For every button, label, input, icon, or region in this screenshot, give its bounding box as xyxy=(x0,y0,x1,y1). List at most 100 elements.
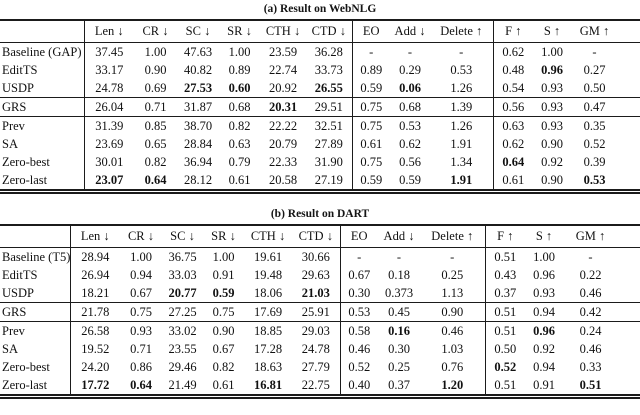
value-cell: 0.51 xyxy=(484,321,525,340)
value-cell: 0.96 xyxy=(533,324,555,338)
value-cell: 0.64 xyxy=(492,153,533,171)
row-label: Zero-last xyxy=(2,173,48,187)
value-cell: 0.64 xyxy=(144,173,167,187)
header-cell: S ↑ xyxy=(543,24,561,38)
value-cell: 29.51 xyxy=(314,100,343,114)
value-cell: 29.63 xyxy=(301,268,330,282)
header-cell: SR ↓ xyxy=(227,24,252,38)
value-cell: 0.59 xyxy=(351,171,390,192)
value-cell: - xyxy=(592,45,597,59)
header-cell: CR ↓ xyxy=(127,229,155,243)
header-cell: GM ↑ xyxy=(575,229,606,243)
value-cell: 0.68 xyxy=(228,100,251,114)
value-cell: 1.20 xyxy=(441,378,464,392)
value-cell: 0.69 xyxy=(144,81,167,95)
header-row: Len ↓ CR ↓ SC ↓ SR ↓ CTH ↓ CTD ↓ EO Add ↓ Delete… xyxy=(0,225,640,248)
value-cell: 26.04 xyxy=(83,97,134,117)
value-cell: 30.66 xyxy=(301,250,330,264)
header-cell: F ↑ xyxy=(484,225,525,248)
value-cell: 0.46 xyxy=(579,286,602,300)
row-label: GRS xyxy=(2,100,27,114)
value-cell: 0.67 xyxy=(130,286,152,300)
header-cell-label xyxy=(0,20,84,43)
header-cell: Delete ↑ xyxy=(431,229,474,243)
table-row: Zero-best 24.20 0.86 29.46 0.82 18.63 27.79 0.5… xyxy=(0,358,640,376)
value-cell: 19.52 xyxy=(69,340,120,358)
table-a-caption: (a) Result on WebNLG xyxy=(263,3,377,15)
value-cell: 0.71 xyxy=(130,342,152,356)
value-cell: 0.61 xyxy=(351,135,390,153)
value-cell: 0.48 xyxy=(492,61,533,79)
value-cell: 0.40 xyxy=(339,376,378,397)
value-cell: 22.75 xyxy=(301,378,330,392)
value-cell: 22.33 xyxy=(268,155,298,169)
value-cell: 19.48 xyxy=(253,268,283,282)
row-label: USDP xyxy=(2,286,34,300)
row-label: Prev xyxy=(2,324,25,338)
value-cell: 18.85 xyxy=(253,324,283,338)
value-cell: 0.92 xyxy=(541,155,563,169)
value-cell: - xyxy=(351,42,390,61)
value-cell: 1.39 xyxy=(450,100,473,114)
value-cell: 33.03 xyxy=(168,268,197,282)
value-cell: 0.50 xyxy=(484,340,525,358)
row-group: Prev 26.58 0.93 33.02 0.90 18.85 29.03 0.58 0.16… xyxy=(0,321,640,397)
value-cell: 25.91 xyxy=(301,305,330,319)
value-cell: 0.51 xyxy=(484,302,525,322)
value-cell: 0.60 xyxy=(228,81,251,95)
value-cell: 0.25 xyxy=(388,360,410,374)
header-row: Len ↓ CR ↓ SC ↓ SR ↓ CTH ↓ CTD ↓ EO Add ↓ Delete… xyxy=(0,20,640,43)
value-cell: 0.54 xyxy=(492,79,533,98)
header-cell: CTD ↓ xyxy=(298,229,333,243)
value-cell: 0.59 xyxy=(212,286,235,300)
result-table-dart: Len ↓ CR ↓ SC ↓ SR ↓ CTH ↓ CTD ↓ EO Add ↓ Delete… xyxy=(0,224,640,399)
value-cell: 0.53 xyxy=(339,302,378,322)
value-cell: 28.84 xyxy=(183,137,213,151)
value-cell: 26.55 xyxy=(314,81,343,95)
header-cell: CR ↓ xyxy=(142,24,169,38)
value-cell: 0.62 xyxy=(492,42,533,61)
value-cell: 0.65 xyxy=(144,137,167,151)
value-cell: 0.64 xyxy=(130,378,152,392)
value-cell: - xyxy=(407,45,413,59)
value-cell: 0.86 xyxy=(130,360,152,374)
value-cell: 0.30 xyxy=(339,284,378,303)
value-cell: 26.58 xyxy=(69,321,120,340)
value-cell: 0.79 xyxy=(228,155,251,169)
value-cell: 1.13 xyxy=(441,286,464,300)
value-cell: 0.68 xyxy=(399,100,421,114)
row-group: Prev 31.39 0.85 38.70 0.82 22.22 32.51 0.75 0.53… xyxy=(0,116,640,192)
value-cell: 1.91 xyxy=(450,137,473,151)
value-cell: 23.59 xyxy=(268,45,298,59)
value-cell: 0.76 xyxy=(441,360,464,374)
value-cell: 23.55 xyxy=(168,342,197,356)
table-row: Zero-last 17.72 0.64 21.49 0.61 16.81 22.75 0.4… xyxy=(0,376,640,397)
row-label: GRS xyxy=(2,305,27,319)
value-cell: 24.78 xyxy=(83,79,134,98)
value-cell: 0.16 xyxy=(388,324,410,338)
value-cell: 0.85 xyxy=(144,119,167,133)
value-cell: 23.07 xyxy=(83,171,134,192)
value-cell: 28.94 xyxy=(69,247,120,266)
row-label: Prev xyxy=(2,119,25,133)
value-cell: 1.34 xyxy=(450,155,473,169)
value-cell: 0.75 xyxy=(351,97,390,117)
value-cell: 29.46 xyxy=(168,360,197,374)
header-cell: Len ↓ xyxy=(69,225,120,248)
value-cell: 36.75 xyxy=(168,250,197,264)
value-cell: 0.89 xyxy=(228,63,251,77)
value-cell: 0.59 xyxy=(399,173,421,187)
value-cell: 1.00 xyxy=(541,45,563,59)
row-group: GRS 26.04 0.71 31.87 0.68 20.31 29.51 0.75 0.68 1… xyxy=(0,97,640,117)
value-cell: 0.67 xyxy=(212,342,235,356)
value-cell: 0.30 xyxy=(388,342,410,356)
table-row: USDP 18.21 0.67 20.77 0.59 18.06 21.03 0.30 0.37… xyxy=(0,284,640,303)
value-cell: 0.37 xyxy=(484,284,525,303)
value-cell: 0.62 xyxy=(399,137,421,151)
value-cell: 21.78 xyxy=(69,302,120,322)
value-cell: 32.51 xyxy=(314,119,343,133)
row-label: USDP xyxy=(2,81,34,95)
header-cell: Add ↓ xyxy=(383,229,415,243)
table-row: EditTS 26.94 0.94 33.03 0.91 19.48 29.63 0.67 0.… xyxy=(0,266,640,284)
value-cell: 26.94 xyxy=(69,266,120,284)
